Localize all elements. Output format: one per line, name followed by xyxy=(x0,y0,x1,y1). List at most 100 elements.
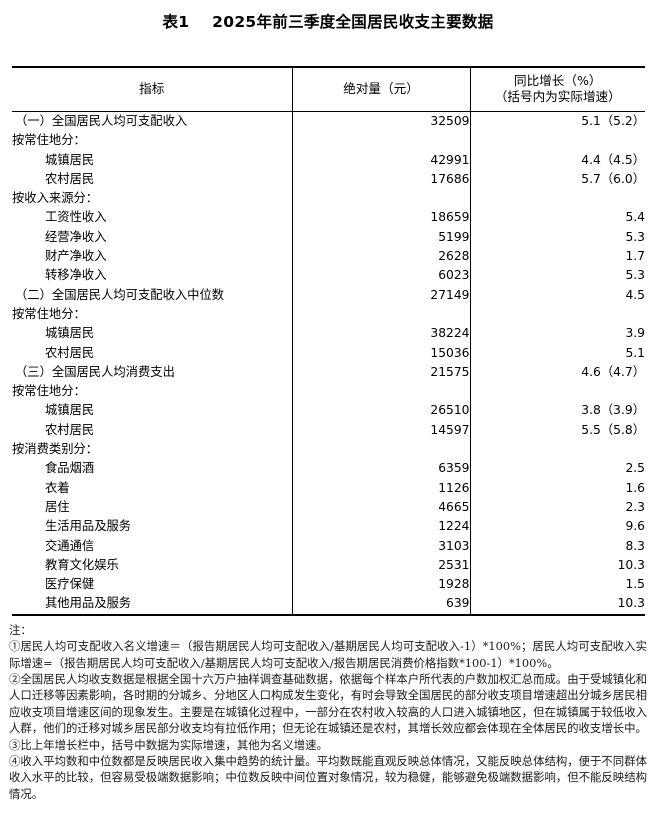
row-absolute-value: 17686 xyxy=(291,169,471,190)
row-growth-value: 3.8（3.9） xyxy=(469,401,645,421)
row-growth-value xyxy=(469,382,645,402)
row-indicator-cell: 城镇居民 xyxy=(12,150,293,170)
row-absolute-value: 21575 xyxy=(291,362,471,383)
row-indicator-label: 城镇居民 xyxy=(45,152,95,167)
row-growth-value xyxy=(469,131,645,151)
row-indicator-cell: （三）全国居民人均消费支出 xyxy=(12,362,293,383)
row-growth-value: 1.5 xyxy=(469,575,645,595)
row-indicator-cell: 按常住地分： xyxy=(12,304,293,325)
table-row: 其他用品及服务 639 10.3 xyxy=(12,594,645,615)
row-indicator-cell: 交通通信 xyxy=(12,536,293,556)
row-indicator-label: 按常住地分： xyxy=(12,133,86,148)
row-absolute-value xyxy=(291,189,471,209)
row-indicator-label: （二）全国居民人均可支配收入中位数 xyxy=(15,287,225,302)
table-row: 农村居民 15036 5.1 xyxy=(12,343,645,363)
row-growth-value: 5.1 xyxy=(469,343,645,363)
column-header-growth-line1: 同比增长（%） xyxy=(513,73,602,88)
row-growth-value: 4.4（4.5） xyxy=(469,150,645,170)
row-indicator-cell: 按常住地分： xyxy=(12,131,293,151)
table-row: 教育文化娱乐 2531 10.3 xyxy=(12,555,645,576)
note-item: ①居民人均可支配收入名义增速＝（报告期居民人均可支配收入/基期居民人均可支配收入… xyxy=(9,639,647,670)
row-indicator-cell: 经营净收入 xyxy=(12,227,293,248)
row-growth-value: 4.6（4.7） xyxy=(469,362,645,383)
table-row: 衣着 1126 1.6 xyxy=(12,478,645,498)
row-indicator-label: 衣着 xyxy=(45,480,70,495)
row-growth-value: 3.9 xyxy=(469,324,645,344)
row-growth-value: 10.3 xyxy=(469,594,645,615)
row-growth-value: 4.5 xyxy=(469,285,645,305)
note-item: ③比上年增长栏中，括号中数据为实际增速，其他为名义增速。 xyxy=(9,737,328,752)
row-indicator-label: （三）全国居民人均消费支出 xyxy=(15,364,175,379)
notes-section: 注： ①居民人均可支配收入名义增速＝（报告期居民人均可支配收入/基期居民人均可支… xyxy=(9,622,647,802)
row-absolute-value xyxy=(291,382,471,402)
row-indicator-cell: 居住 xyxy=(12,497,293,518)
table-row: 转移净收入 6023 5.3 xyxy=(12,266,645,286)
row-growth-value: 5.7（6.0） xyxy=(469,169,645,190)
table-row: 城镇居民 42991 4.4（4.5） xyxy=(12,150,645,170)
row-absolute-value: 14597 xyxy=(291,420,471,441)
row-growth-value: 2.5 xyxy=(469,459,645,479)
row-indicator-label: 医疗保健 xyxy=(45,577,95,592)
row-absolute-value: 5199 xyxy=(291,227,471,248)
table-row: 食品烟酒 6359 2.5 xyxy=(12,459,645,479)
note-item: ④收入平均数和中位数都是反映居民收入集中趋势的统计量。平均数既能直观反映总体情况… xyxy=(9,753,647,801)
row-indicator-cell: 按消费类别分： xyxy=(12,440,293,460)
row-indicator-cell: 食品烟酒 xyxy=(12,459,293,479)
row-indicator-cell: 城镇居民 xyxy=(12,401,293,421)
row-absolute-value: 32509 xyxy=(291,111,471,132)
row-indicator-label: 工资性收入 xyxy=(45,210,107,225)
table-row: 农村居民 17686 5.7（6.0） xyxy=(12,169,645,190)
header-row: 指标 绝对量（元） 同比增长（%） （括号内为实际增速） xyxy=(12,67,645,112)
row-indicator-cell: 财产净收入 xyxy=(12,247,293,267)
table-row: 按收入来源分： xyxy=(12,189,645,209)
row-absolute-value: 2531 xyxy=(291,555,471,576)
row-indicator-cell: 衣着 xyxy=(12,478,293,498)
row-growth-value: 5.3 xyxy=(469,266,645,286)
table-body: （一）全国居民人均可支配收入 32509 5.1（5.2） 按常住地分： 城镇居民 429… xyxy=(12,111,645,615)
row-absolute-value: 2628 xyxy=(291,247,471,267)
row-absolute-value xyxy=(291,440,471,460)
row-absolute-value: 6023 xyxy=(291,266,471,286)
row-indicator-cell: 城镇居民 xyxy=(12,324,293,344)
table-row: 生活用品及服务 1224 9.6 xyxy=(12,517,645,537)
row-indicator-label: 按常住地分： xyxy=(12,306,86,321)
notes-heading: 注： xyxy=(9,622,32,637)
row-indicator-cell: 农村居民 xyxy=(12,420,293,441)
row-indicator-cell: 按常住地分： xyxy=(12,382,293,402)
row-indicator-label: 教育文化娱乐 xyxy=(45,557,119,572)
row-growth-value: 8.3 xyxy=(469,536,645,556)
row-absolute-value: 27149 xyxy=(291,285,471,305)
row-indicator-cell: 转移净收入 xyxy=(12,266,293,286)
table-row: 工资性收入 18659 5.4 xyxy=(12,208,645,228)
table-row: 按常住地分： xyxy=(12,304,645,325)
row-indicator-label: 食品烟酒 xyxy=(45,461,95,476)
table-row: 城镇居民 26510 3.8（3.9） xyxy=(12,401,645,421)
column-header-growth-line2: （括号内为实际增速） xyxy=(494,89,621,104)
row-indicator-label: 转移净收入 xyxy=(45,268,107,283)
row-absolute-value: 1224 xyxy=(291,517,471,537)
row-indicator-label: 经营净收入 xyxy=(45,229,107,244)
row-growth-value xyxy=(469,189,645,209)
row-absolute-value: 15036 xyxy=(291,343,471,363)
row-absolute-value: 1126 xyxy=(291,478,471,498)
row-absolute-value: 42991 xyxy=(291,150,471,170)
row-absolute-value: 6359 xyxy=(291,459,471,479)
row-absolute-value: 18659 xyxy=(291,208,471,228)
row-indicator-label: 财产净收入 xyxy=(45,249,107,264)
row-growth-value: 5.1（5.2） xyxy=(469,111,645,132)
table-row: （一）全国居民人均可支配收入 32509 5.1（5.2） xyxy=(12,111,645,132)
row-growth-value: 1.6 xyxy=(469,478,645,498)
row-indicator-label: 居住 xyxy=(45,499,70,514)
row-growth-value xyxy=(469,304,645,325)
table-row: 城镇居民 38224 3.9 xyxy=(12,324,645,344)
row-indicator-cell: （一）全国居民人均可支配收入 xyxy=(12,111,293,132)
table-row: 按常住地分： xyxy=(12,382,645,402)
row-indicator-cell: 生活用品及服务 xyxy=(12,517,293,537)
row-indicator-label: 交通通信 xyxy=(45,538,95,553)
income-expenditure-table: 指标 绝对量（元） 同比增长（%） （括号内为实际增速） （一）全国居民人均可支… xyxy=(12,66,645,616)
table-row: 按消费类别分： xyxy=(12,440,645,460)
row-growth-value xyxy=(469,440,645,460)
row-indicator-label: 其他用品及服务 xyxy=(45,596,132,611)
row-growth-value: 1.7 xyxy=(469,247,645,267)
table-header: 指标 绝对量（元） 同比增长（%） （括号内为实际增速） xyxy=(12,67,645,112)
